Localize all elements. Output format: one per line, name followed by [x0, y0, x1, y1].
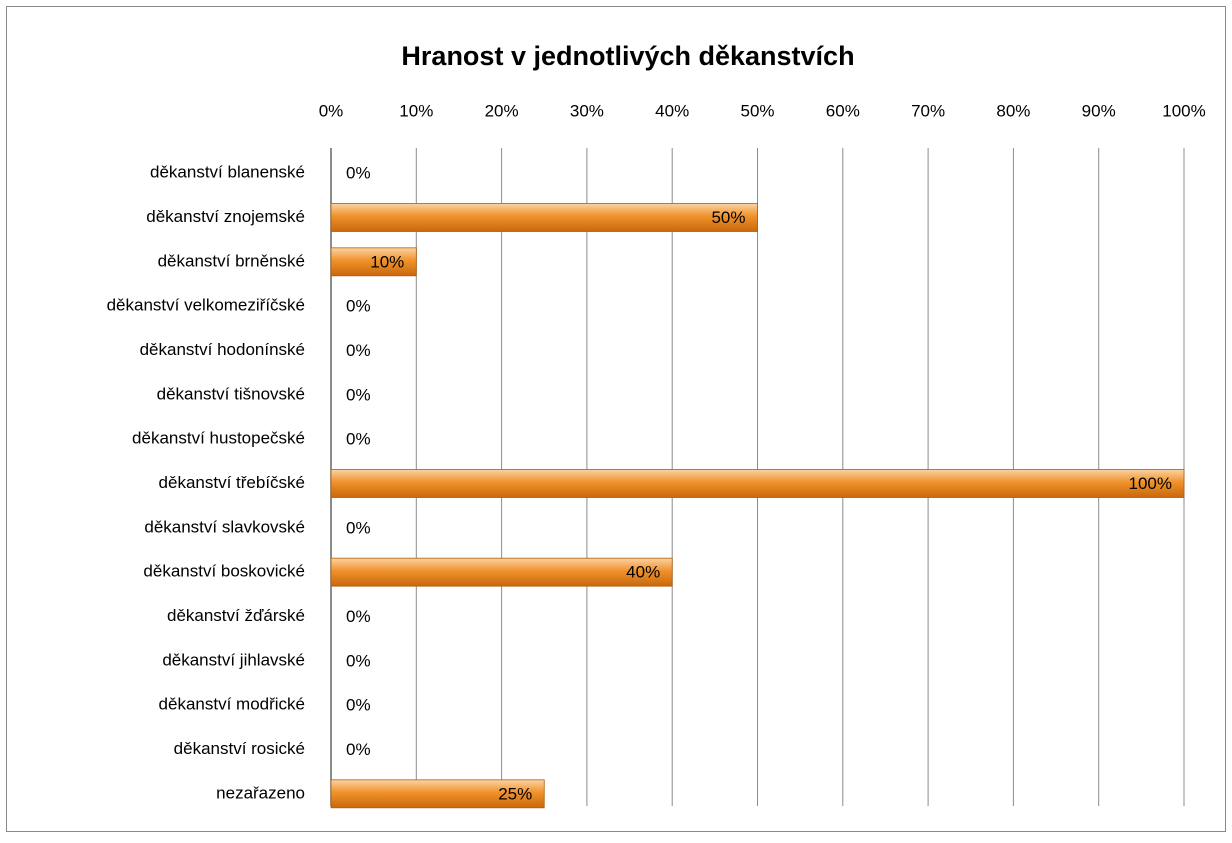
y-tick-label: děkanství slavkovské: [144, 517, 305, 536]
x-tick-label: 60%: [826, 101, 860, 120]
y-tick-label: děkanství hustopečské: [132, 429, 305, 448]
y-tick-label: děkanství tišnovské: [157, 384, 305, 403]
bar: [330, 779, 545, 809]
x-tick-label: 100%: [1162, 101, 1205, 120]
data-label: 50%: [711, 208, 745, 227]
data-label: 0%: [346, 740, 371, 759]
x-tick-label: 50%: [740, 101, 774, 120]
data-label: 0%: [346, 518, 371, 537]
bar: [330, 247, 417, 277]
data-label: 25%: [498, 784, 532, 803]
y-tick-label: děkanství blanenské: [150, 163, 305, 182]
y-tick-label: nezařazeno: [216, 783, 305, 802]
data-label: 0%: [346, 696, 371, 715]
data-label: 100%: [1129, 474, 1172, 493]
y-tick-label: děkanství žďárské: [167, 606, 305, 625]
chart-border: [6, 6, 1226, 832]
x-tick-label: 10%: [399, 101, 433, 120]
data-label: 0%: [346, 297, 371, 316]
data-label: 0%: [346, 341, 371, 360]
x-tick-label: 70%: [911, 101, 945, 120]
x-tick-label: 90%: [1082, 101, 1116, 120]
y-tick-label: děkanství velkomeziříčské: [107, 296, 305, 315]
data-label: 0%: [346, 651, 371, 670]
y-tick-label: děkanství znojemské: [146, 207, 305, 226]
data-label: 0%: [346, 164, 371, 183]
x-tick-label: 40%: [655, 101, 689, 120]
y-tick-label: děkanství boskovické: [143, 562, 305, 581]
data-label: 10%: [370, 252, 404, 271]
x-tick-label: 0%: [319, 101, 344, 120]
bar: [330, 557, 673, 587]
x-tick-label: 30%: [570, 101, 604, 120]
y-tick-label: děkanství hodonínské: [140, 340, 305, 359]
bar: [330, 469, 1185, 498]
data-label: 40%: [626, 563, 660, 582]
data-label: 0%: [346, 385, 371, 404]
y-tick-label: děkanství brněnské: [158, 251, 305, 270]
x-tick-label: 20%: [485, 101, 519, 120]
y-tick-label: děkanství jihlavské: [162, 650, 305, 669]
data-label: 0%: [346, 607, 371, 626]
y-tick-label: děkanství modřické: [159, 695, 305, 714]
chart-title: Hranost v jednotlivých děkanstvích: [401, 41, 854, 71]
x-tick-label: 80%: [996, 101, 1030, 120]
data-label: 0%: [346, 430, 371, 449]
y-tick-label: děkanství rosické: [174, 739, 305, 758]
bar: [330, 203, 758, 232]
y-tick-label: děkanství třebíčské: [159, 473, 305, 492]
